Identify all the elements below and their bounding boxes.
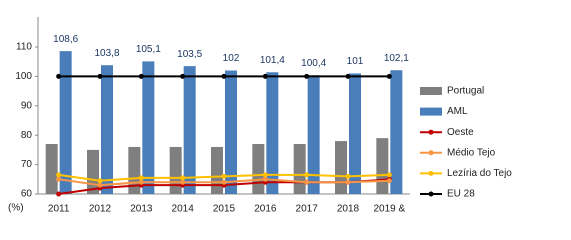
x-tick-label: 2014 bbox=[172, 204, 195, 215]
value-label: 103,8 bbox=[94, 48, 119, 59]
line-marker bbox=[262, 176, 268, 182]
x-tick-label: 2012 bbox=[89, 204, 112, 215]
value-label: 102,1 bbox=[384, 53, 409, 64]
bar bbox=[293, 144, 306, 194]
bar bbox=[252, 144, 265, 194]
x-tick-label: 2011 bbox=[48, 204, 70, 215]
bar bbox=[45, 144, 58, 194]
legend-marker bbox=[428, 150, 434, 156]
value-label: 108,6 bbox=[53, 34, 78, 45]
legend-label: Portugal bbox=[447, 86, 484, 97]
line-marker bbox=[138, 179, 144, 185]
line-marker bbox=[221, 179, 227, 185]
bar bbox=[59, 51, 72, 195]
bar bbox=[266, 72, 279, 194]
line-marker bbox=[221, 173, 227, 179]
line-marker bbox=[304, 172, 310, 178]
x-tick-label: 2016 bbox=[254, 204, 277, 215]
legend-label: Oeste bbox=[447, 127, 474, 138]
line-marker bbox=[56, 191, 62, 197]
line-marker bbox=[345, 73, 351, 79]
line-marker bbox=[56, 176, 62, 182]
line-marker bbox=[180, 175, 186, 181]
y-tick-label: 100 bbox=[15, 71, 32, 82]
y-tick-label: 60 bbox=[21, 189, 33, 200]
bar bbox=[183, 66, 196, 194]
bar bbox=[376, 138, 389, 194]
legend-marker bbox=[428, 191, 434, 197]
line-marker bbox=[97, 182, 103, 188]
line-marker bbox=[221, 73, 227, 79]
bar bbox=[225, 70, 237, 194]
bar bbox=[142, 61, 155, 194]
line-marker bbox=[180, 73, 186, 79]
bar bbox=[169, 146, 182, 194]
line-marker bbox=[56, 172, 62, 178]
line-marker bbox=[386, 178, 392, 184]
bar bbox=[335, 141, 347, 194]
bar bbox=[349, 73, 361, 194]
chart: (%) 60 70 80 90 100 110 2011 2012 2013 2014 2015 20… bbox=[8, 17, 512, 215]
y-tick-label: 90 bbox=[21, 100, 33, 111]
y-axis-label: (%) bbox=[8, 203, 24, 214]
line-marker bbox=[304, 73, 310, 79]
value-label: 101 bbox=[347, 56, 364, 67]
bar bbox=[211, 146, 223, 194]
legend-swatch bbox=[420, 107, 442, 116]
line-marker bbox=[386, 172, 392, 178]
x-tick-label: 2017 bbox=[296, 204, 319, 215]
y-tick-label: 110 bbox=[16, 42, 32, 53]
bar bbox=[390, 70, 403, 194]
legend-swatch bbox=[420, 87, 442, 95]
value-label: 103,5 bbox=[177, 49, 202, 60]
value-label: 102 bbox=[223, 53, 240, 64]
bar bbox=[101, 65, 113, 194]
legend-marker bbox=[428, 170, 434, 176]
line-marker bbox=[262, 172, 268, 178]
x-tick-label: 2019 & bbox=[373, 204, 405, 215]
line-marker bbox=[345, 179, 351, 185]
line-marker bbox=[180, 179, 186, 185]
x-tick-label: 2013 bbox=[130, 204, 153, 215]
bar bbox=[87, 149, 99, 194]
legend-label: AML bbox=[447, 106, 468, 117]
value-label: 100,4 bbox=[301, 58, 326, 69]
value-label: 105,1 bbox=[136, 44, 161, 55]
line-marker bbox=[304, 179, 310, 185]
x-tick-label: 2018 bbox=[337, 204, 360, 215]
x-tick-label: 2015 bbox=[213, 204, 236, 215]
bar bbox=[307, 75, 320, 194]
y-tick-label: 70 bbox=[21, 159, 33, 170]
legend-label: EU 28 bbox=[447, 189, 475, 200]
line-marker bbox=[56, 73, 62, 79]
legend-label: Lezíria do Tejo bbox=[447, 168, 512, 179]
line-marker bbox=[262, 73, 268, 79]
line-marker bbox=[97, 178, 103, 184]
value-label: 101,4 bbox=[260, 55, 285, 66]
line-marker bbox=[138, 73, 144, 79]
legend-marker bbox=[428, 129, 434, 135]
line-marker bbox=[138, 175, 144, 181]
legend-label: Médio Tejo bbox=[447, 147, 496, 158]
line-marker bbox=[345, 173, 351, 179]
line-marker bbox=[97, 73, 103, 79]
line-marker bbox=[386, 73, 392, 79]
y-tick-label: 80 bbox=[21, 130, 33, 141]
